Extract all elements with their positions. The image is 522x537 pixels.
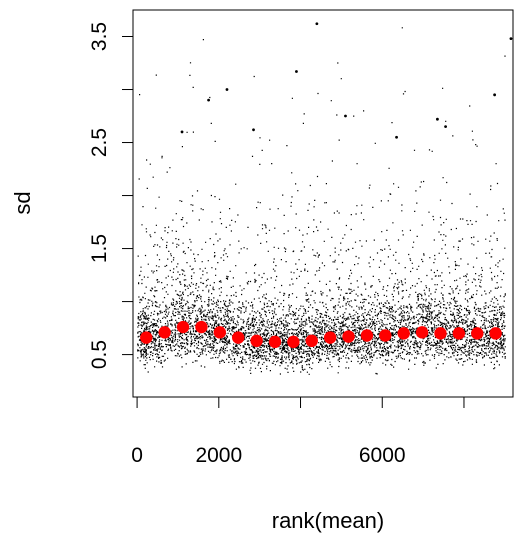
point-cloud [137, 27, 506, 375]
y-tick-label: 0.5 [88, 340, 111, 369]
bin-marker [213, 326, 227, 339]
outlier-point [436, 117, 439, 121]
outlier-point [509, 37, 513, 41]
sd-points [137, 27, 506, 375]
y-tick-label: 1.5 [88, 234, 111, 263]
bin-marker [158, 326, 171, 339]
bin-marker [287, 335, 300, 349]
outlier-point [315, 22, 319, 26]
bin-marker [323, 331, 337, 344]
y-axis: 0.5 1.5 2.5 3.5 [88, 22, 134, 369]
outlier-point [180, 130, 184, 134]
outlier-point [207, 98, 210, 102]
outlier-point [225, 88, 229, 91]
binned-sd-markers [140, 320, 502, 349]
bin-marker [452, 327, 466, 340]
bin-marker [471, 327, 484, 340]
x-tick-label: 0 [131, 444, 143, 467]
bin-marker [379, 329, 392, 342]
bin-marker [342, 330, 355, 343]
outlier-point [444, 125, 447, 129]
bin-marker [232, 331, 245, 344]
bin-marker [140, 331, 153, 344]
outlier-points [180, 22, 513, 139]
bin-marker [415, 326, 429, 339]
x-axis: 0 2000 6000 [131, 396, 465, 467]
bin-marker [176, 320, 190, 334]
x-tick-label: 6000 [359, 444, 406, 467]
y-tick-label: 3.5 [88, 22, 111, 51]
bin-marker [250, 334, 263, 348]
bin-marker [434, 327, 447, 340]
x-tick-label: 2000 [195, 444, 242, 467]
x-axis-title: rank(mean) [272, 508, 384, 533]
y-axis-title: sd [10, 191, 35, 214]
bin-marker [360, 329, 374, 342]
bin-marker [305, 334, 318, 348]
y-tick-label: 2.5 [88, 128, 111, 157]
bin-marker [397, 327, 410, 340]
bin-marker [195, 320, 208, 334]
outlier-point [295, 70, 298, 73]
bin-marker [489, 327, 502, 340]
outlier-point [493, 93, 497, 97]
outlier-point [395, 135, 398, 139]
bin-marker [268, 335, 282, 349]
outlier-point [344, 114, 347, 118]
outlier-point [252, 128, 255, 132]
